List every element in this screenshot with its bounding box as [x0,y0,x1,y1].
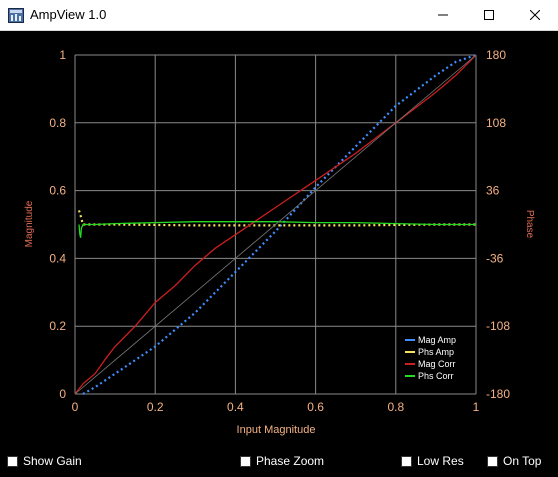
y2-tick-label: 108 [486,116,506,130]
y-tick-label: 0.2 [49,319,66,333]
checkbox-box[interactable] [240,455,251,467]
maximize-button[interactable] [466,0,512,30]
phase-zoom-label: Phase Zoom [256,454,325,468]
amplitude-chart: 0 0.2 0.4 0.6 0.8 1 0 0.2 0.4 0.6 0.8 1 -180 -108 -36 3… [24,48,535,436]
x-tick-label: 0.6 [307,400,324,414]
checkbox-box[interactable] [487,455,498,467]
x-tick-label: 0 [72,400,79,414]
options-bar: Show Gain Phase Zoom Low Res On Top [0,448,558,472]
x-tick-label: 0.4 [227,400,244,414]
y-axis-label: Magnitude [24,200,35,247]
show-gain-checkbox[interactable]: Show Gain [7,453,82,469]
x-tick-label: 0.2 [147,400,164,414]
legend: Mag Amp Phs Amp Mag Corr Phs Corr [405,335,456,381]
on-top-label: On Top [503,454,542,468]
close-button[interactable] [512,0,558,30]
y2-tick-label: 36 [486,184,500,198]
maximize-icon [484,10,494,20]
series-group [74,53,477,395]
app-icon [8,8,24,23]
series-phs-corr [78,221,476,238]
minimize-icon [438,14,448,16]
y-tick-label: 0 [59,387,66,401]
minimize-button[interactable] [420,0,466,30]
y2-tick-label: -180 [486,387,510,401]
reference-line [74,54,477,395]
y2-axis-label: Phase [524,210,535,239]
legend-label: Phs Amp [418,347,454,357]
on-top-checkbox[interactable]: On Top [487,453,541,469]
y-tick-label: 0.6 [49,184,66,198]
legend-label: Phs Corr [418,371,454,381]
checkbox-box[interactable] [401,455,412,467]
window-title: AmpView 1.0 [30,7,107,22]
y2-tick-label: 180 [486,48,506,62]
show-gain-label: Show Gain [23,454,82,468]
title-bar: AmpView 1.0 [0,0,558,31]
series-mag-corr [74,54,477,395]
legend-label: Mag Amp [418,335,456,345]
checkbox-box[interactable] [7,455,18,467]
y2-tick-label: -108 [486,319,510,333]
x-tick-label: 0.8 [387,400,404,414]
phase-zoom-checkbox[interactable]: Phase Zoom [240,453,324,469]
y-tick-label: 0.8 [49,116,66,130]
x-axis-label: Input Magnitude [237,424,316,436]
low-res-label: Low Res [417,454,464,468]
y-tick-label: 0.4 [49,251,66,265]
low-res-checkbox[interactable]: Low Res [401,453,464,469]
close-icon [530,10,540,20]
tick-labels: 0 0.2 0.4 0.6 0.8 1 0 0.2 0.4 0.6 0.8 1 -180 -108 -36 3… [49,48,510,414]
x-tick-label: 1 [473,400,480,414]
series-phs-amp [77,210,476,227]
y-tick-label: 1 [59,48,66,62]
y2-tick-label: -36 [486,251,504,265]
grid [74,54,477,395]
legend-label: Mag Corr [418,359,456,369]
